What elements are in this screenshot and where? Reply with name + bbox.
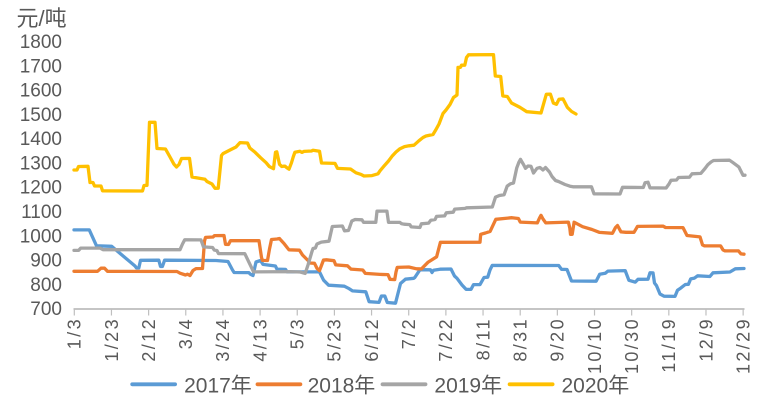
svg-text:2018年: 2018年 (308, 375, 376, 398)
svg-text:2020年: 2020年 (562, 375, 630, 398)
svg-text:800: 800 (30, 275, 62, 296)
svg-text:1000: 1000 (20, 226, 62, 247)
svg-text:元/吨: 元/吨 (17, 6, 67, 31)
svg-text:6/12: 6/12 (362, 317, 382, 362)
svg-text:8/31: 8/31 (511, 317, 531, 362)
svg-text:1600: 1600 (20, 81, 62, 102)
svg-text:1700: 1700 (20, 56, 62, 77)
svg-text:1300: 1300 (20, 154, 62, 175)
svg-text:900: 900 (30, 251, 62, 272)
svg-text:12/29: 12/29 (733, 317, 753, 374)
svg-text:1400: 1400 (20, 129, 62, 150)
svg-text:7/22: 7/22 (436, 317, 456, 362)
svg-text:2017年: 2017年 (184, 375, 252, 398)
svg-text:1100: 1100 (21, 202, 62, 223)
svg-text:4/13: 4/13 (250, 317, 270, 362)
svg-text:3/4: 3/4 (176, 317, 196, 349)
svg-text:5/23: 5/23 (325, 317, 345, 362)
svg-text:3/24: 3/24 (213, 317, 233, 362)
svg-text:1500: 1500 (20, 105, 62, 126)
svg-text:8/11: 8/11 (473, 317, 493, 360)
svg-text:7/2: 7/2 (399, 317, 419, 349)
svg-text:11/19: 11/19 (659, 317, 679, 373)
svg-text:1200: 1200 (20, 178, 62, 199)
svg-text:5/3: 5/3 (288, 317, 308, 349)
svg-text:2/12: 2/12 (139, 317, 159, 362)
svg-text:10/30: 10/30 (622, 317, 642, 374)
svg-text:1800: 1800 (20, 32, 62, 53)
svg-text:1/3: 1/3 (65, 317, 85, 349)
svg-text:1/23: 1/23 (102, 317, 122, 362)
svg-text:12/9: 12/9 (696, 317, 716, 362)
svg-text:2019年: 2019年 (434, 375, 502, 398)
svg-text:9/20: 9/20 (548, 317, 568, 362)
svg-text:10/10: 10/10 (585, 317, 605, 374)
svg-text:700: 700 (30, 299, 62, 320)
